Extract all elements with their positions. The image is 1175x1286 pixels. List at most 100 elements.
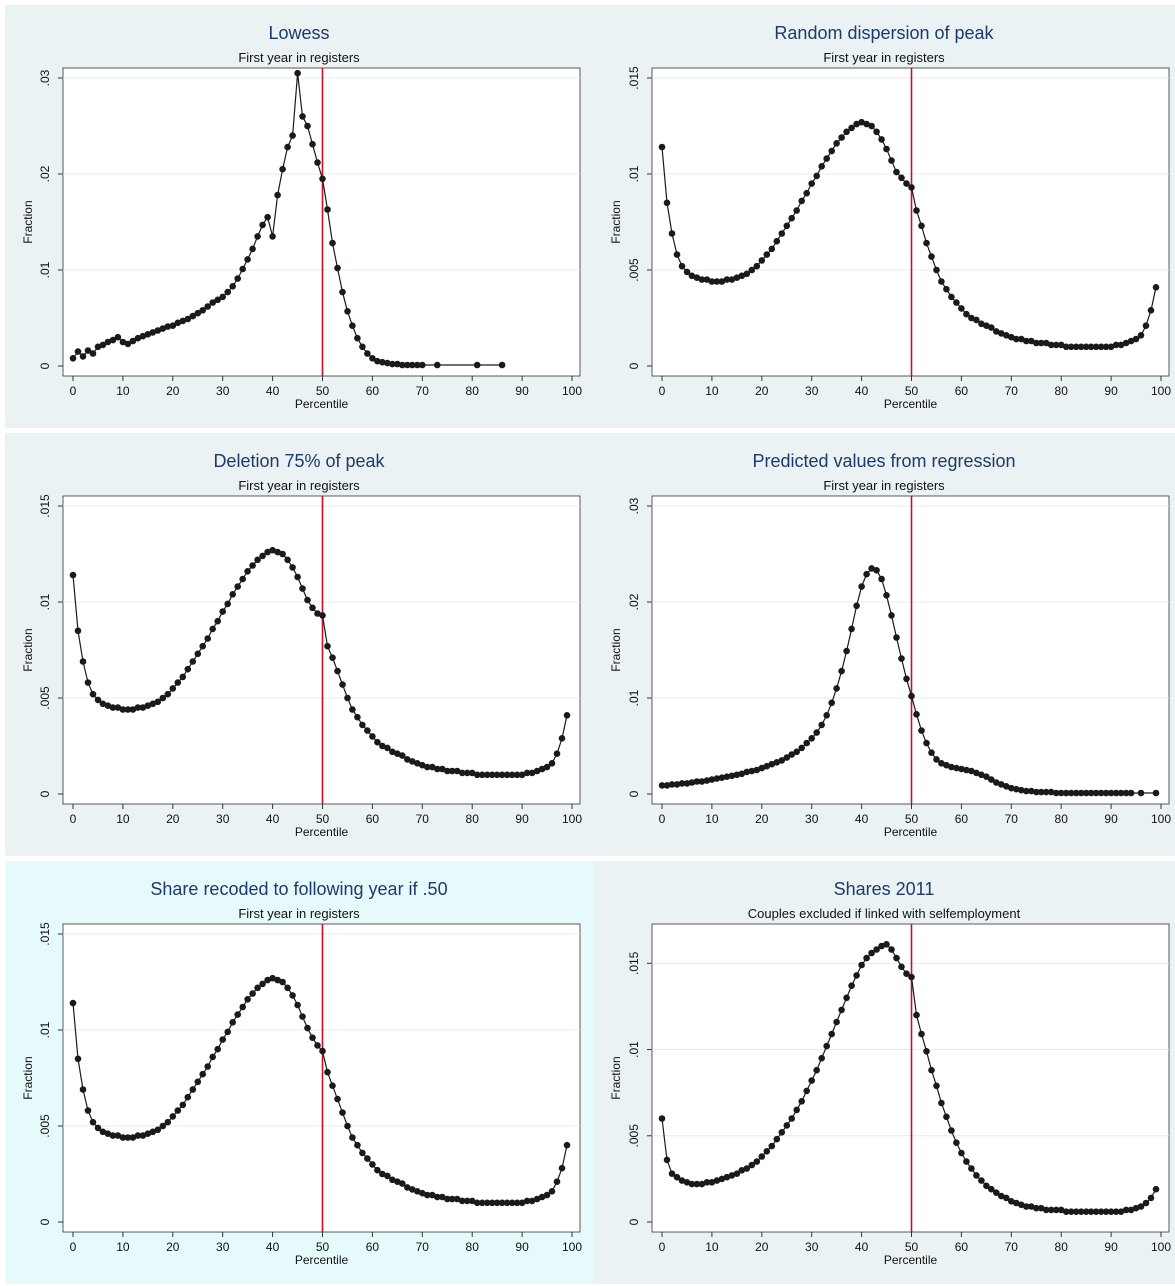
data-point	[673, 1173, 681, 1181]
data-point	[828, 699, 835, 707]
data-point	[389, 748, 396, 756]
data-point	[239, 265, 246, 273]
x-tick-label: 0	[659, 1240, 666, 1254]
data-point	[369, 733, 376, 740]
data-point	[703, 777, 711, 784]
data-point	[1042, 339, 1050, 347]
x-tick-label: 10	[705, 384, 719, 398]
data-point	[229, 591, 236, 598]
data-point	[169, 1113, 177, 1120]
data-point	[379, 742, 386, 750]
chart-subtitle: First year in registers	[238, 50, 360, 65]
data-point	[708, 776, 716, 783]
data-point	[399, 1180, 406, 1187]
data-point	[888, 946, 895, 953]
data-point	[833, 685, 840, 692]
data-point	[1037, 788, 1045, 796]
data-point	[848, 982, 855, 989]
data-point	[404, 756, 411, 763]
data-point	[229, 1019, 236, 1026]
data-point	[374, 738, 381, 746]
data-point	[748, 767, 756, 775]
y-tick-label: .015	[627, 951, 641, 975]
y-tick-label: .02	[38, 165, 52, 182]
data-point	[1137, 789, 1145, 797]
data-point	[1047, 1206, 1055, 1214]
data-point	[483, 771, 491, 779]
data-point	[928, 253, 935, 260]
chart-title: Predicted values from regression	[752, 451, 1015, 471]
chart-panel-4: Predicted values from regression First ye…	[593, 433, 1175, 856]
data-point	[668, 781, 676, 788]
data-point	[169, 322, 177, 330]
y-axis-label: Fraction	[21, 628, 35, 671]
data-point	[708, 1179, 716, 1186]
data-point	[169, 685, 177, 692]
data-point	[174, 1107, 182, 1114]
data-point	[933, 756, 940, 763]
data-point	[968, 1165, 975, 1172]
data-point	[728, 772, 736, 780]
data-point	[1112, 789, 1120, 797]
data-point	[349, 706, 356, 713]
data-point	[848, 124, 855, 132]
data-point	[414, 760, 421, 767]
data-point	[1122, 339, 1130, 347]
data-point	[903, 675, 910, 683]
data-point	[848, 625, 855, 633]
data-point	[424, 1191, 431, 1199]
data-point	[194, 1078, 202, 1086]
data-point	[893, 634, 900, 641]
data-point	[109, 1132, 117, 1139]
data-point	[938, 1099, 945, 1107]
data-point	[129, 1134, 137, 1141]
data-point	[1132, 1204, 1140, 1212]
data-point	[753, 262, 761, 270]
data-point	[324, 642, 331, 650]
data-point	[1087, 789, 1095, 797]
data-point	[818, 721, 825, 729]
data-point	[314, 1042, 321, 1049]
data-point	[908, 184, 915, 191]
x-tick-label: 30	[216, 812, 230, 826]
data-point	[983, 773, 990, 780]
data-point	[788, 751, 795, 758]
data-point	[359, 343, 366, 351]
data-point	[898, 963, 905, 971]
data-point	[249, 990, 256, 997]
data-point	[214, 1045, 221, 1053]
data-point	[1047, 788, 1055, 796]
data-point	[219, 1036, 226, 1043]
data-point	[1067, 789, 1075, 797]
data-point	[923, 739, 930, 747]
x-tick-label: 60	[955, 384, 969, 398]
data-point	[1072, 789, 1080, 797]
data-point	[923, 239, 930, 247]
data-point	[114, 704, 122, 711]
data-point	[748, 1161, 756, 1169]
x-tick-label: 100	[1151, 1240, 1171, 1254]
chart-subtitle: First year in registers	[823, 50, 945, 65]
data-point	[763, 762, 771, 770]
data-point	[329, 239, 336, 247]
data-point	[873, 567, 880, 574]
data-point	[853, 602, 860, 610]
chart-title: Shares 2011	[834, 879, 935, 899]
x-axis-label: Percentile	[884, 1253, 938, 1267]
data-point	[339, 1109, 346, 1116]
chart-panel-3: Deletion 75% of peak First year in regist…	[5, 433, 593, 856]
data-point	[1082, 343, 1090, 351]
data-point	[773, 237, 781, 245]
data-point	[174, 679, 182, 686]
data-point	[1023, 337, 1030, 345]
data-point	[898, 174, 905, 182]
data-point	[424, 763, 431, 771]
data-point	[693, 778, 701, 785]
data-point	[184, 1093, 192, 1101]
data-point	[364, 1155, 371, 1162]
x-tick-label: 0	[70, 1240, 77, 1254]
data-point	[324, 1068, 331, 1076]
data-point	[429, 763, 436, 771]
data-point	[793, 748, 800, 756]
data-point	[189, 1086, 197, 1093]
